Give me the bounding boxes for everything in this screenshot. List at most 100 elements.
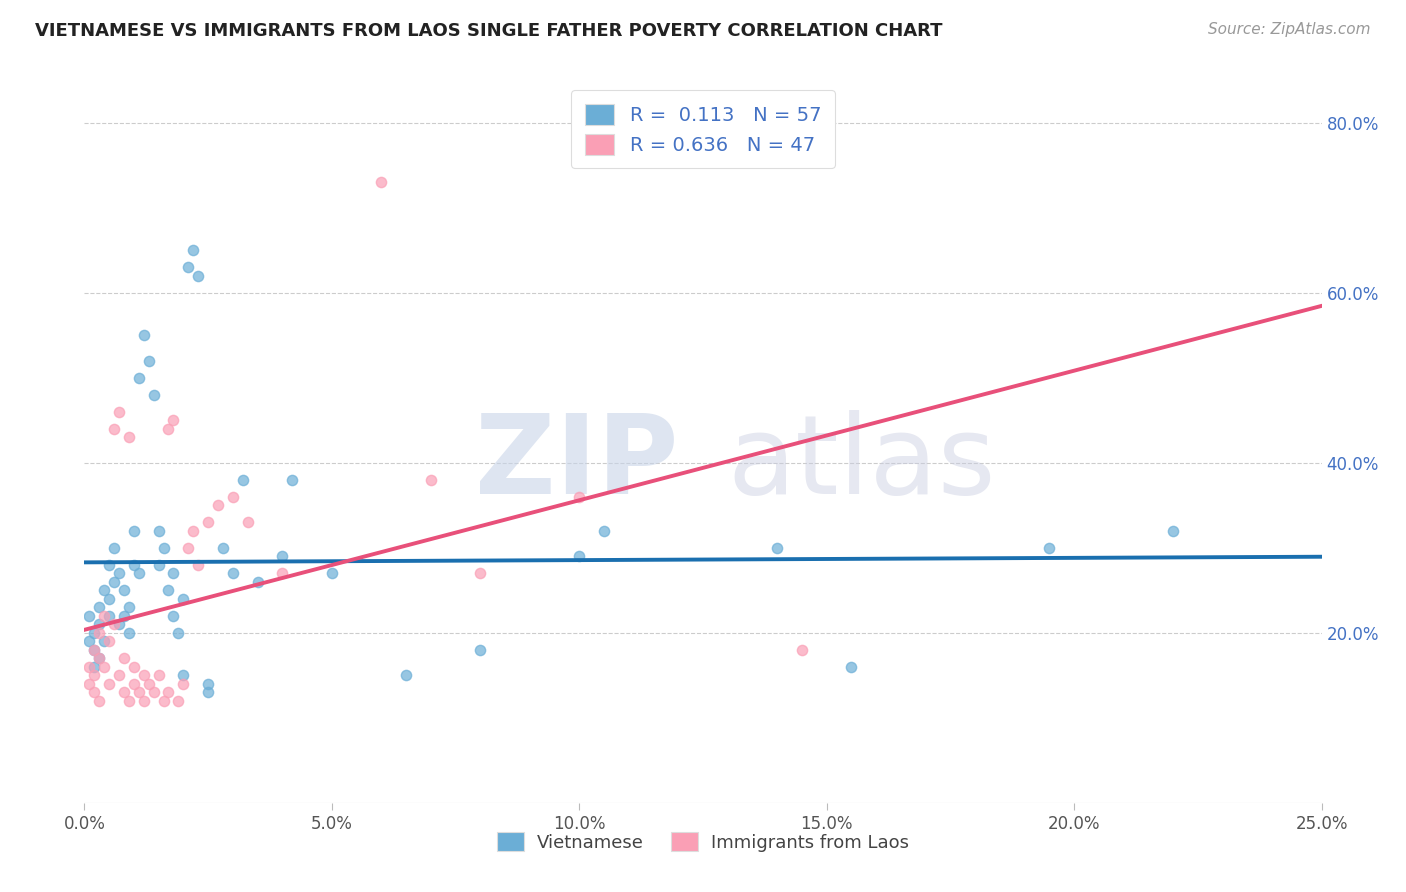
- Point: [89, 625, 111, 640]
- Point: [79, 634, 101, 648]
- Point: [83, 685, 105, 699]
- Point: [177, 541, 200, 555]
- Point: [212, 541, 235, 555]
- Point: [148, 668, 170, 682]
- Point: [138, 677, 160, 691]
- Point: [1038, 541, 1060, 555]
- Point: [172, 677, 194, 691]
- Legend: Vietnamese, Immigrants from Laos: Vietnamese, Immigrants from Laos: [491, 824, 915, 859]
- Point: [207, 498, 229, 512]
- Point: [138, 353, 160, 368]
- Point: [222, 566, 245, 581]
- Point: [103, 541, 125, 555]
- Text: Source: ZipAtlas.com: Source: ZipAtlas.com: [1208, 22, 1371, 37]
- Point: [197, 685, 219, 699]
- Point: [321, 566, 343, 581]
- Point: [103, 422, 125, 436]
- Point: [568, 549, 591, 564]
- Point: [89, 651, 111, 665]
- Point: [79, 677, 101, 691]
- Point: [162, 413, 184, 427]
- Point: [246, 574, 269, 589]
- Point: [132, 328, 155, 343]
- Point: [157, 583, 180, 598]
- Point: [98, 634, 121, 648]
- Point: [122, 558, 145, 572]
- Point: [93, 583, 115, 598]
- Point: [157, 422, 180, 436]
- Point: [108, 617, 131, 632]
- Point: [128, 566, 150, 581]
- Point: [79, 608, 101, 623]
- Point: [187, 268, 209, 283]
- Point: [112, 583, 135, 598]
- Point: [152, 541, 174, 555]
- Point: [187, 558, 209, 572]
- Point: [89, 600, 111, 615]
- Text: VIETNAMESE VS IMMIGRANTS FROM LAOS SINGLE FATHER POVERTY CORRELATION CHART: VIETNAMESE VS IMMIGRANTS FROM LAOS SINGL…: [35, 22, 942, 40]
- Point: [93, 660, 115, 674]
- Point: [83, 625, 105, 640]
- Point: [236, 516, 259, 530]
- Point: [1161, 524, 1184, 538]
- Point: [83, 642, 105, 657]
- Point: [108, 668, 131, 682]
- Point: [98, 591, 121, 606]
- Point: [108, 566, 131, 581]
- Point: [167, 625, 190, 640]
- Point: [222, 490, 245, 504]
- Point: [142, 685, 165, 699]
- Point: [370, 175, 392, 189]
- Point: [162, 608, 184, 623]
- Point: [89, 651, 111, 665]
- Point: [172, 591, 194, 606]
- Point: [181, 524, 204, 538]
- Point: [112, 651, 135, 665]
- Point: [83, 668, 105, 682]
- Point: [148, 524, 170, 538]
- Point: [79, 660, 101, 674]
- Text: atlas: atlas: [728, 409, 997, 516]
- Point: [93, 608, 115, 623]
- Point: [103, 617, 125, 632]
- Point: [167, 694, 190, 708]
- Point: [83, 660, 105, 674]
- Point: [98, 558, 121, 572]
- Point: [281, 473, 304, 487]
- Point: [98, 677, 121, 691]
- Point: [177, 260, 200, 275]
- Point: [271, 549, 294, 564]
- Point: [112, 608, 135, 623]
- Point: [132, 694, 155, 708]
- Point: [118, 625, 141, 640]
- Point: [98, 608, 121, 623]
- Point: [271, 566, 294, 581]
- Point: [122, 677, 145, 691]
- Point: [395, 668, 418, 682]
- Point: [112, 685, 135, 699]
- Point: [841, 660, 863, 674]
- Point: [470, 566, 492, 581]
- Point: [593, 524, 616, 538]
- Point: [790, 642, 813, 657]
- Point: [93, 634, 115, 648]
- Point: [470, 642, 492, 657]
- Point: [122, 524, 145, 538]
- Point: [128, 371, 150, 385]
- Point: [89, 694, 111, 708]
- Text: ZIP: ZIP: [475, 409, 678, 516]
- Point: [108, 405, 131, 419]
- Point: [128, 685, 150, 699]
- Point: [148, 558, 170, 572]
- Point: [103, 574, 125, 589]
- Point: [152, 694, 174, 708]
- Point: [568, 490, 591, 504]
- Point: [157, 685, 180, 699]
- Point: [142, 388, 165, 402]
- Point: [172, 668, 194, 682]
- Point: [89, 617, 111, 632]
- Point: [132, 668, 155, 682]
- Point: [162, 566, 184, 581]
- Point: [118, 600, 141, 615]
- Point: [122, 660, 145, 674]
